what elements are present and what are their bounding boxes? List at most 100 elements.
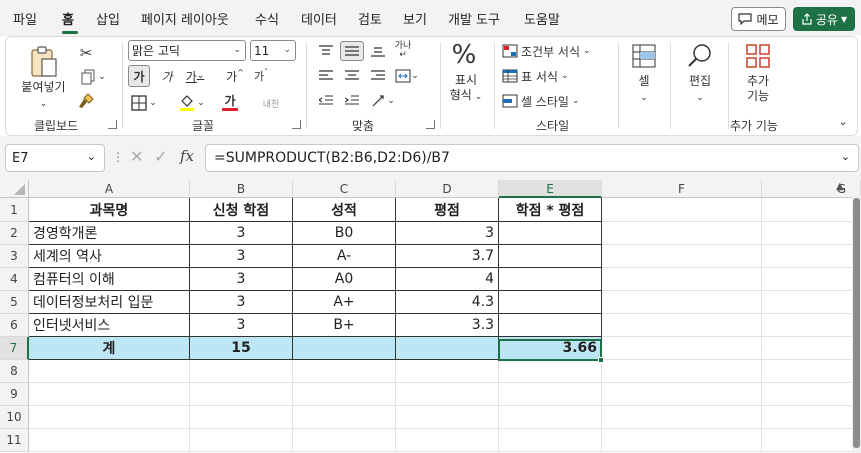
column-header-d[interactable]: D [396,180,499,198]
increase-indent-button[interactable] [342,91,362,111]
column-header-e[interactable]: E [499,180,602,198]
align-middle-button[interactable] [340,41,364,61]
cell-b10[interactable] [190,406,293,429]
select-all-button[interactable] [0,180,29,198]
font-size-select[interactable]: 11 ⌄ [250,40,296,61]
cell-g8[interactable] [762,360,861,383]
cell-a6[interactable]: 인터넷서비스 [29,314,190,337]
cell-e3[interactable] [499,245,602,268]
cell-f4[interactable] [602,268,762,291]
cell-b8[interactable] [190,360,293,383]
tab-view[interactable]: 보기 [403,13,427,28]
row-header-5[interactable]: 5 [0,291,29,314]
cell-d5[interactable]: 4.3 [396,291,499,314]
align-left-button[interactable] [316,66,336,86]
cell-f8[interactable] [602,360,762,383]
align-right-button[interactable] [368,66,388,86]
cell-g3[interactable] [762,245,861,268]
cell-f5[interactable] [602,291,762,314]
row-header-7[interactable]: 7 [0,337,29,360]
row-header-6[interactable]: 6 [0,314,29,337]
row-header-1[interactable]: 1 [0,198,29,222]
cell-d6[interactable]: 3.3 [396,314,499,337]
tab-home[interactable]: 홈 [62,13,74,28]
row-header-3[interactable]: 3 [0,245,29,268]
cell-f1[interactable] [602,198,762,222]
cell-d7[interactable] [396,337,499,360]
underline-button[interactable]: 가 ⌄ [185,69,205,84]
align-top-button[interactable] [316,41,336,61]
scroll-up-icon[interactable]: ▲ [836,181,844,192]
cells-button[interactable] [628,41,660,71]
cell-a8[interactable] [29,360,190,383]
cell-e9[interactable] [499,383,602,406]
row-header-2[interactable]: 2 [0,222,29,245]
cell-b3[interactable]: 3 [190,245,293,268]
cell-f10[interactable] [602,406,762,429]
cell-a3[interactable]: 세계의 역사 [29,245,190,268]
cut-button[interactable]: ✂ [76,43,96,63]
column-header-a[interactable]: A [29,180,190,198]
font-color-button[interactable]: 가 [214,92,246,114]
collapse-ribbon-button[interactable]: ⌄ [834,113,852,129]
cell-f2[interactable] [602,222,762,245]
cell-e1[interactable]: 학점 * 평점 [499,198,602,222]
cell-a7[interactable]: 계 [29,337,190,360]
cell-f6[interactable] [602,314,762,337]
copy-button[interactable]: ⌄ [76,67,110,87]
cell-d11[interactable] [396,429,499,452]
cell-g11[interactable] [762,429,861,452]
cell-d1[interactable]: 평점 [396,198,499,222]
cell-f3[interactable] [602,245,762,268]
insert-function-icon[interactable]: fx [180,147,195,165]
italic-button[interactable]: 가 [161,69,173,84]
row-header-11[interactable]: 11 [0,429,29,452]
cell-d2[interactable]: 3 [396,222,499,245]
cell-f7[interactable] [602,337,762,360]
cell-a2[interactable]: 경영학개론 [29,222,190,245]
cell-a1[interactable]: 과목명 [29,198,190,222]
fill-color-button[interactable]: ⌄ [176,92,208,114]
cell-c8[interactable] [293,360,396,383]
wrap-text-button[interactable]: 가나 ↵ [394,41,412,60]
formula-input[interactable]: =SUMPRODUCT(B2:B6,D2:D6)/B7 ⌄ [205,144,859,172]
cell-c4[interactable]: A0 [293,268,396,291]
tab-formulas[interactable]: 수식 [255,13,279,28]
cell-g7[interactable] [762,337,861,360]
memo-button[interactable]: 메모 [731,7,786,31]
conditional-formatting-button[interactable]: 조건부 서식 ⌄ [502,41,602,61]
phonetic-guide-button[interactable]: 내천 [262,99,280,110]
cell-e11[interactable] [499,429,602,452]
cell-b1[interactable]: 신청 학점 [190,198,293,222]
cell-c11[interactable] [293,429,396,452]
cell-b11[interactable] [190,429,293,452]
tab-insert[interactable]: 삽입 [96,13,120,28]
cell-d10[interactable] [396,406,499,429]
merge-center-button[interactable]: ⌄ [392,66,422,86]
fill-handle[interactable] [598,357,604,363]
editing-button[interactable] [684,41,716,71]
row-header-8[interactable]: 8 [0,360,29,383]
cell-b9[interactable] [190,383,293,406]
tab-help[interactable]: 도움말 [524,13,560,28]
cell-f11[interactable] [602,429,762,452]
cell-c3[interactable]: A- [293,245,396,268]
cell-d8[interactable] [396,360,499,383]
cell-g1[interactable] [762,198,861,222]
row-header-10[interactable]: 10 [0,406,29,429]
cell-b7[interactable]: 15 [190,337,293,360]
vertical-scrollbar-thumb[interactable] [853,198,860,448]
cell-e7[interactable]: 3.66 [499,337,602,360]
cancel-icon[interactable]: ✕ [130,147,144,166]
row-header-9[interactable]: 9 [0,383,29,406]
cell-g6[interactable] [762,314,861,337]
decrease-indent-button[interactable] [316,91,336,111]
align-bottom-button[interactable] [368,41,388,61]
font-name-select[interactable]: 맑은 고딕 ⌄ [128,40,246,61]
cell-b5[interactable]: 3 [190,291,293,314]
cell-g10[interactable] [762,406,861,429]
cell-c10[interactable] [293,406,396,429]
tab-data[interactable]: 데이터 [301,13,337,28]
cell-a9[interactable] [29,383,190,406]
cell-g2[interactable] [762,222,861,245]
